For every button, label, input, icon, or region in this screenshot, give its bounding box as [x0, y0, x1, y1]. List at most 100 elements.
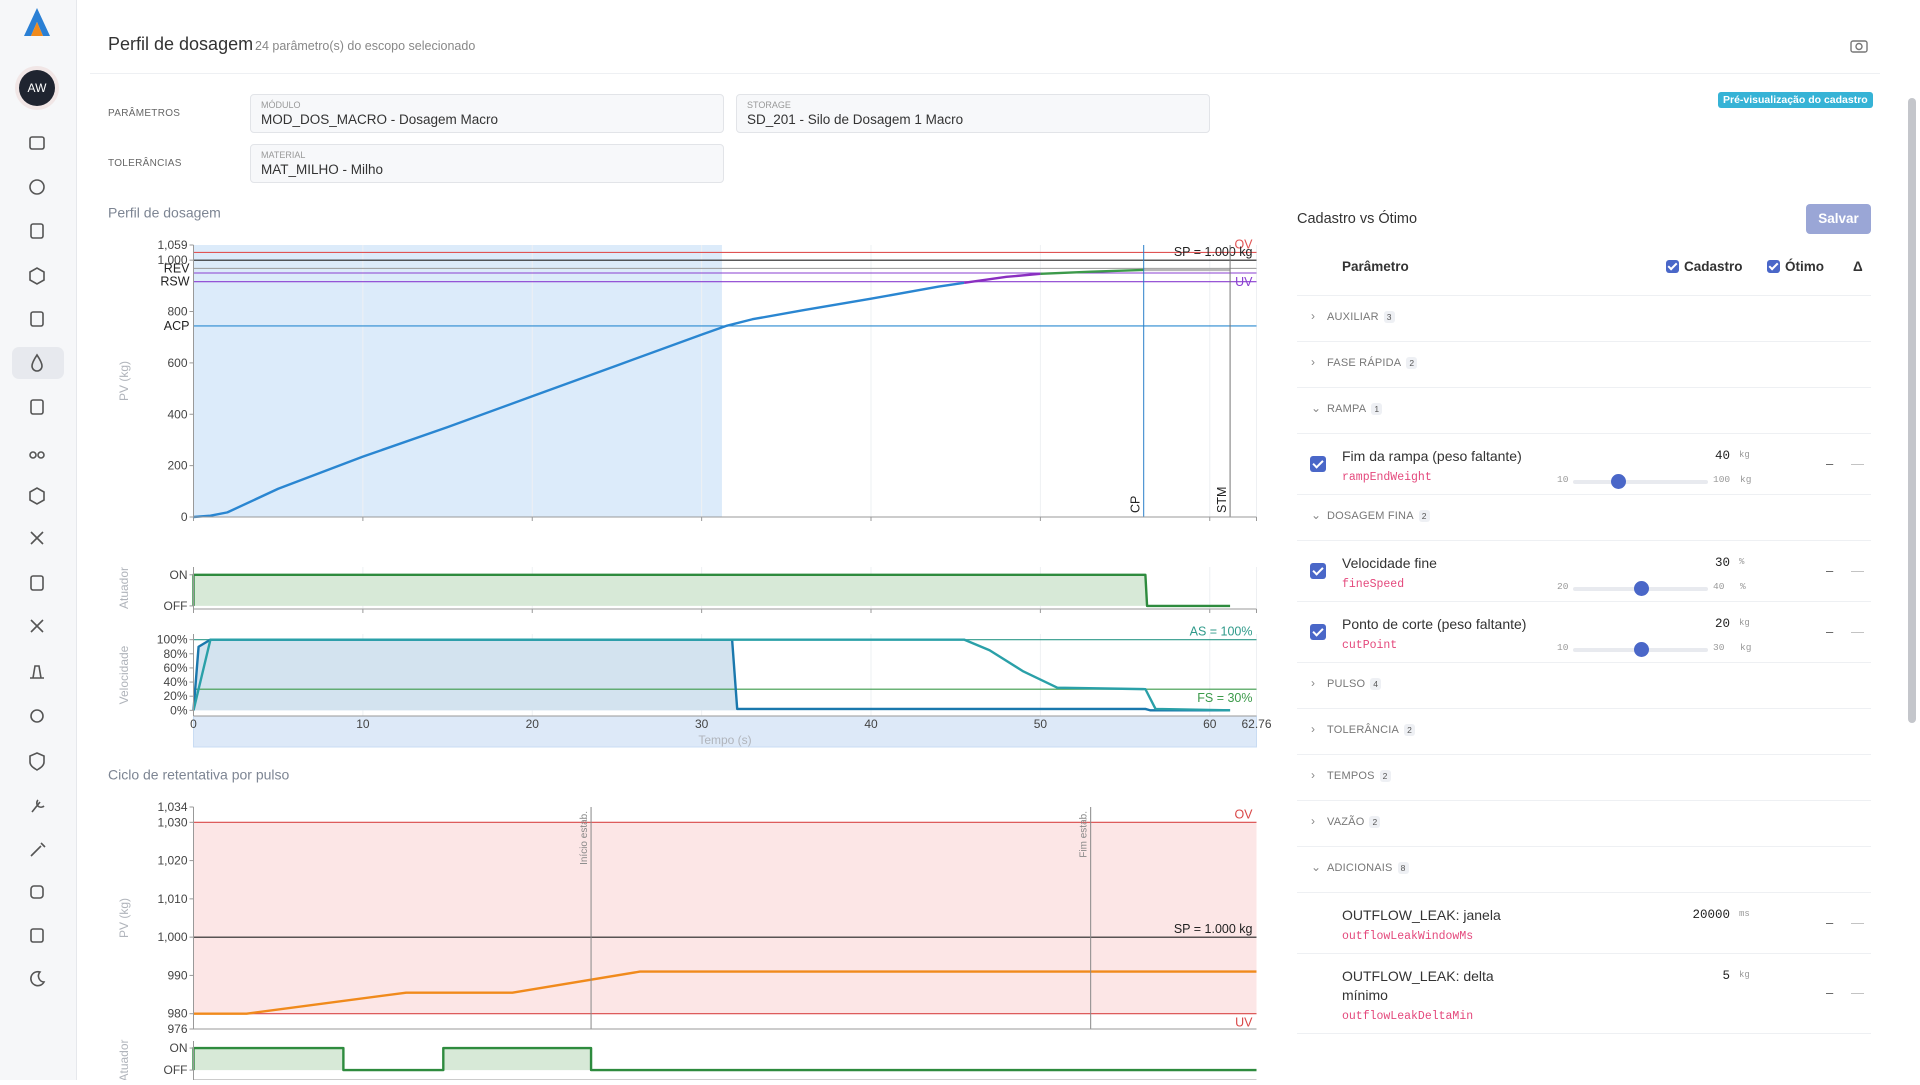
- column-otimo[interactable]: Ótimo: [1767, 259, 1824, 274]
- avatar[interactable]: [19, 70, 55, 106]
- nav-icon[interactable]: [30, 531, 44, 545]
- parameter-row: Velocidade fine fineSpeed 30% 20 40% – —: [1297, 541, 1871, 602]
- nav-icon[interactable]: [29, 267, 45, 285]
- slider-thumb[interactable]: [1633, 642, 1649, 657]
- chevron[interactable]: ⌄: [1311, 860, 1322, 874]
- y-tick-label: 1,059: [157, 238, 187, 252]
- slider-thumb[interactable]: [1611, 474, 1626, 489]
- chevron[interactable]: ›: [1311, 768, 1315, 782]
- parameter-key: outflowLeakWindowMs: [1342, 930, 1474, 943]
- chevron[interactable]: ⌄: [1311, 508, 1322, 522]
- chevron[interactable]: ›: [1311, 676, 1315, 690]
- checkbox[interactable]: [1310, 456, 1326, 472]
- select-field[interactable]: STORAGE SD_201 - Silo de Dosagem 1 Macro: [736, 94, 1210, 133]
- x-tick-label: 0: [190, 717, 197, 731]
- select-field[interactable]: MATERIAL MAT_MILHO - Milho: [250, 144, 724, 183]
- nav-icon[interactable]: [30, 223, 44, 239]
- slider-thumb[interactable]: [1633, 581, 1649, 596]
- nav-icon[interactable]: [29, 179, 45, 195]
- section-label: TOLERÂNCIAS: [108, 158, 182, 169]
- scrollbar[interactable]: [1908, 98, 1916, 723]
- slider-track[interactable]: [1573, 474, 1708, 489]
- y-tick-label: ON: [170, 568, 188, 582]
- group-header[interactable]: ⌄ DOSAGEM FINA 2: [1297, 495, 1871, 541]
- nav-icon[interactable]: [31, 799, 45, 813]
- slider-track[interactable]: [1573, 642, 1708, 657]
- y-tick-label: 800: [167, 305, 187, 319]
- nav-icon[interactable]: [30, 928, 44, 943]
- group-name: TOLERÂNCIA 2: [1327, 724, 1416, 736]
- nav-icon[interactable]: [29, 451, 37, 459]
- group-title: TOLERÂNCIA: [1327, 724, 1400, 736]
- group-header[interactable]: › AUXILIAR 3: [1297, 296, 1871, 342]
- chart-title: Perfil de dosagem: [108, 205, 221, 221]
- select-field[interactable]: MÓDULO MOD_DOS_MACRO - Dosagem Macro: [250, 94, 724, 133]
- parameter-row: Ponto de corte (peso faltante) cutPoint 20…: [1297, 602, 1871, 663]
- chevron[interactable]: ›: [1311, 355, 1315, 369]
- camera-button[interactable]: [1849, 36, 1869, 56]
- x-tick-label: 50: [1034, 717, 1048, 731]
- nav-icon[interactable]: [30, 311, 44, 327]
- save-button[interactable]: Salvar: [1806, 204, 1871, 234]
- group-count: 3: [1383, 311, 1395, 323]
- chevron[interactable]: ⌄: [1311, 401, 1322, 415]
- field-value: MAT_MILHO - Milho: [261, 162, 384, 177]
- checkbox[interactable]: [1310, 624, 1326, 640]
- group-count: 8: [1397, 862, 1409, 874]
- series-line: [192, 638, 1231, 712]
- delta-value: —: [1851, 562, 1864, 578]
- nav-icon[interactable]: [30, 709, 44, 723]
- nav-icon[interactable]: [30, 575, 44, 591]
- checkbox[interactable]: [1767, 260, 1780, 273]
- reference-label: ACP: [164, 319, 190, 333]
- chevron[interactable]: ›: [1311, 309, 1315, 323]
- parameter-unit: kg: [1739, 618, 1750, 628]
- parameter-value: 5: [1722, 969, 1730, 983]
- slider-track[interactable]: [1573, 581, 1708, 596]
- group-count: 4: [1370, 678, 1382, 690]
- group-title: FASE RÁPIDA: [1327, 357, 1402, 369]
- parameter-key: rampEndWeight: [1342, 471, 1432, 484]
- group-name: RAMPA 1: [1327, 403, 1383, 415]
- group-count: 2: [1379, 770, 1391, 782]
- column-label: Ótimo: [1785, 259, 1824, 274]
- group-header[interactable]: › VAZÃO 2: [1297, 801, 1871, 847]
- group-header[interactable]: ⌄ RAMPA 1: [1297, 388, 1871, 434]
- shaded-region: [193, 245, 722, 517]
- reference-label: RSW: [160, 275, 189, 289]
- sidebar: AW: [0, 0, 77, 1080]
- group-header[interactable]: ⌄ ADICIONAIS 8: [1297, 847, 1871, 893]
- nav-icon[interactable]: [30, 885, 44, 899]
- y-tick-label: 60%: [163, 661, 187, 675]
- checkbox[interactable]: [1666, 260, 1679, 273]
- group-header[interactable]: › PULSO 4: [1297, 663, 1871, 709]
- column-header: Parâmetro Cadastro Ótimo Δ: [1297, 250, 1871, 296]
- chevron[interactable]: ›: [1311, 814, 1315, 828]
- x-tick-label: 30: [695, 717, 709, 731]
- nav-icon[interactable]: [30, 842, 46, 857]
- avatar-text: AW: [28, 81, 48, 95]
- y-tick-label: 1,034: [157, 800, 187, 814]
- nav-icon[interactable]: [29, 487, 45, 505]
- chevron[interactable]: ›: [1311, 722, 1315, 736]
- y-tick-label: OFF: [164, 599, 188, 613]
- nav-icon[interactable]: [30, 619, 44, 633]
- nav-icon[interactable]: [29, 752, 45, 771]
- checkbox[interactable]: [1310, 563, 1326, 579]
- nav-icon[interactable]: [30, 399, 44, 415]
- group-header[interactable]: › FASE RÁPIDA 2: [1297, 342, 1871, 388]
- nav-icon[interactable]: [31, 353, 43, 372]
- column-cadastro[interactable]: Cadastro: [1666, 259, 1743, 274]
- group-header[interactable]: › TOLERÂNCIA 2: [1297, 709, 1871, 755]
- series-line: [963, 272, 1041, 284]
- group-title: TEMPOS: [1327, 770, 1375, 782]
- nav-icon[interactable]: [30, 970, 46, 987]
- group-name: DOSAGEM FINA 2: [1327, 510, 1430, 522]
- nav-icon[interactable]: [37, 451, 45, 459]
- optimal-value: –: [1826, 623, 1834, 639]
- slider-min: 10: [1557, 474, 1569, 485]
- nav-icon[interactable]: [29, 136, 45, 150]
- group-header[interactable]: › TEMPOS 2: [1297, 755, 1871, 801]
- nav-icon[interactable]: [30, 665, 44, 679]
